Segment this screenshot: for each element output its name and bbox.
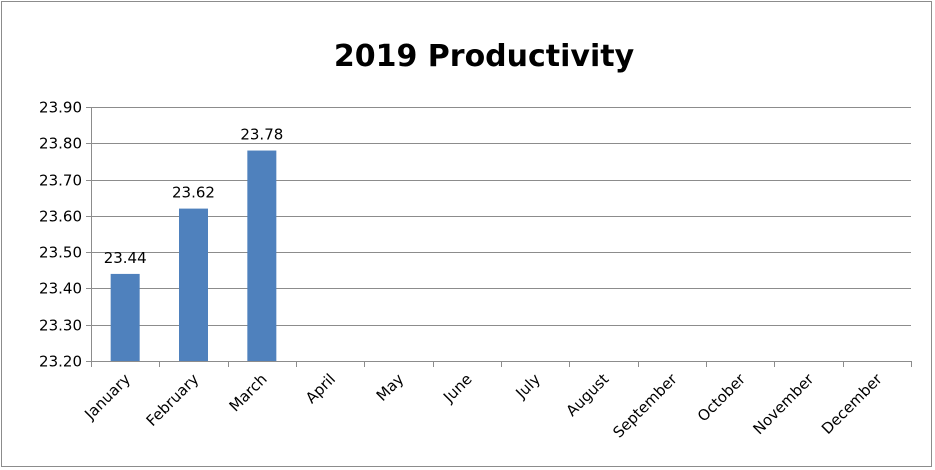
x-category-label-july: July [511, 370, 544, 403]
y-tick-label: 23.50 [39, 244, 82, 262]
y-tick-labels: 23.20 23.30 23.40 23.50 23.60 23.70 23.80 23.90 [39, 99, 82, 371]
x-category-label-october: October [694, 370, 750, 426]
data-label-january: 23.44 [104, 249, 147, 267]
x-category-label-june: June [439, 370, 476, 407]
data-label-march: 23.78 [240, 126, 283, 144]
y-tick-label: 23.40 [39, 280, 82, 298]
y-tick-label: 23.30 [39, 317, 82, 335]
bar-march [247, 150, 277, 361]
x-category-label-april: April [302, 370, 339, 407]
chart-title: 2019 Productivity [334, 39, 635, 74]
x-category-label-may: May [373, 370, 408, 405]
data-labels: 23.44 23.62 23.78 [104, 126, 284, 267]
x-category-labels: January February March April May June July Augu… [80, 370, 886, 442]
bar-february [179, 208, 208, 361]
bars [110, 150, 277, 361]
axes [86, 107, 912, 367]
y-tick-label: 23.20 [39, 353, 82, 371]
x-category-label-december: December [818, 370, 886, 438]
x-category-label-march: March [226, 370, 271, 415]
x-category-label-september: September [609, 370, 681, 442]
y-tick-label: 23.60 [39, 208, 82, 226]
bar-january [110, 273, 140, 361]
gridlines [86, 107, 911, 362]
x-category-label-january: January [80, 370, 134, 424]
y-tick-label: 23.70 [39, 172, 82, 190]
x-category-label-november: November [749, 370, 817, 438]
x-category-label-february: February [143, 370, 203, 430]
y-tick-label: 23.90 [39, 99, 82, 117]
y-tick-label: 23.80 [39, 135, 82, 153]
data-label-february: 23.62 [172, 184, 215, 202]
x-category-label-august: August [562, 370, 612, 420]
